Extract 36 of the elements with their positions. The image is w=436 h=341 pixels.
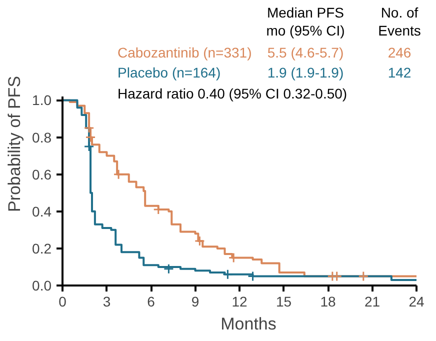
y-tick-label: 0.8 [32,129,52,146]
point [194,236,205,246]
x-tick-label: 12 [232,294,248,310]
text: Median PFS [266,4,344,20]
text: Placebo (n=164) [118,64,221,80]
text: 5.5 (4.6-5.7) [267,44,344,60]
text: 1.9 (1.9-1.9) [267,64,344,80]
text: Cabozantinib (n=331) [118,44,252,60]
x-tick-label: 18 [320,294,336,310]
text: mo (95% CI) [266,22,345,38]
text: 142 [388,64,412,80]
y-tick-label: 0.0 [32,278,52,294]
x-tick-label: 15 [276,294,292,310]
x-tick-label: 21 [364,294,380,310]
text: 246 [388,44,412,60]
x-axis-title: Months [220,314,276,334]
y-tick-label: 0.4 [32,203,52,220]
x-tick-label: 9 [191,294,200,310]
point [84,141,94,152]
point [358,270,369,282]
y-tick-label: 0.2 [32,240,52,256]
y-axis-title: Probability of PFS [5,76,24,212]
x-tick-label: 0 [58,294,67,310]
annotation: Hazard ratio 0.40 (95% CI 0.32-0.50) [118,86,348,102]
x-tick-label: 24 [408,294,424,310]
y-tick-label: 0.6 [32,166,52,182]
x-tick-label: 3 [102,294,111,310]
point [222,269,233,280]
x-tick-label: 6 [147,294,156,310]
point [84,122,94,134]
point [113,169,124,180]
point [163,264,174,274]
text: No. of [380,4,418,20]
y-tick-label: 1.0 [32,92,52,108]
point [85,132,96,143]
text: Events [378,22,421,38]
